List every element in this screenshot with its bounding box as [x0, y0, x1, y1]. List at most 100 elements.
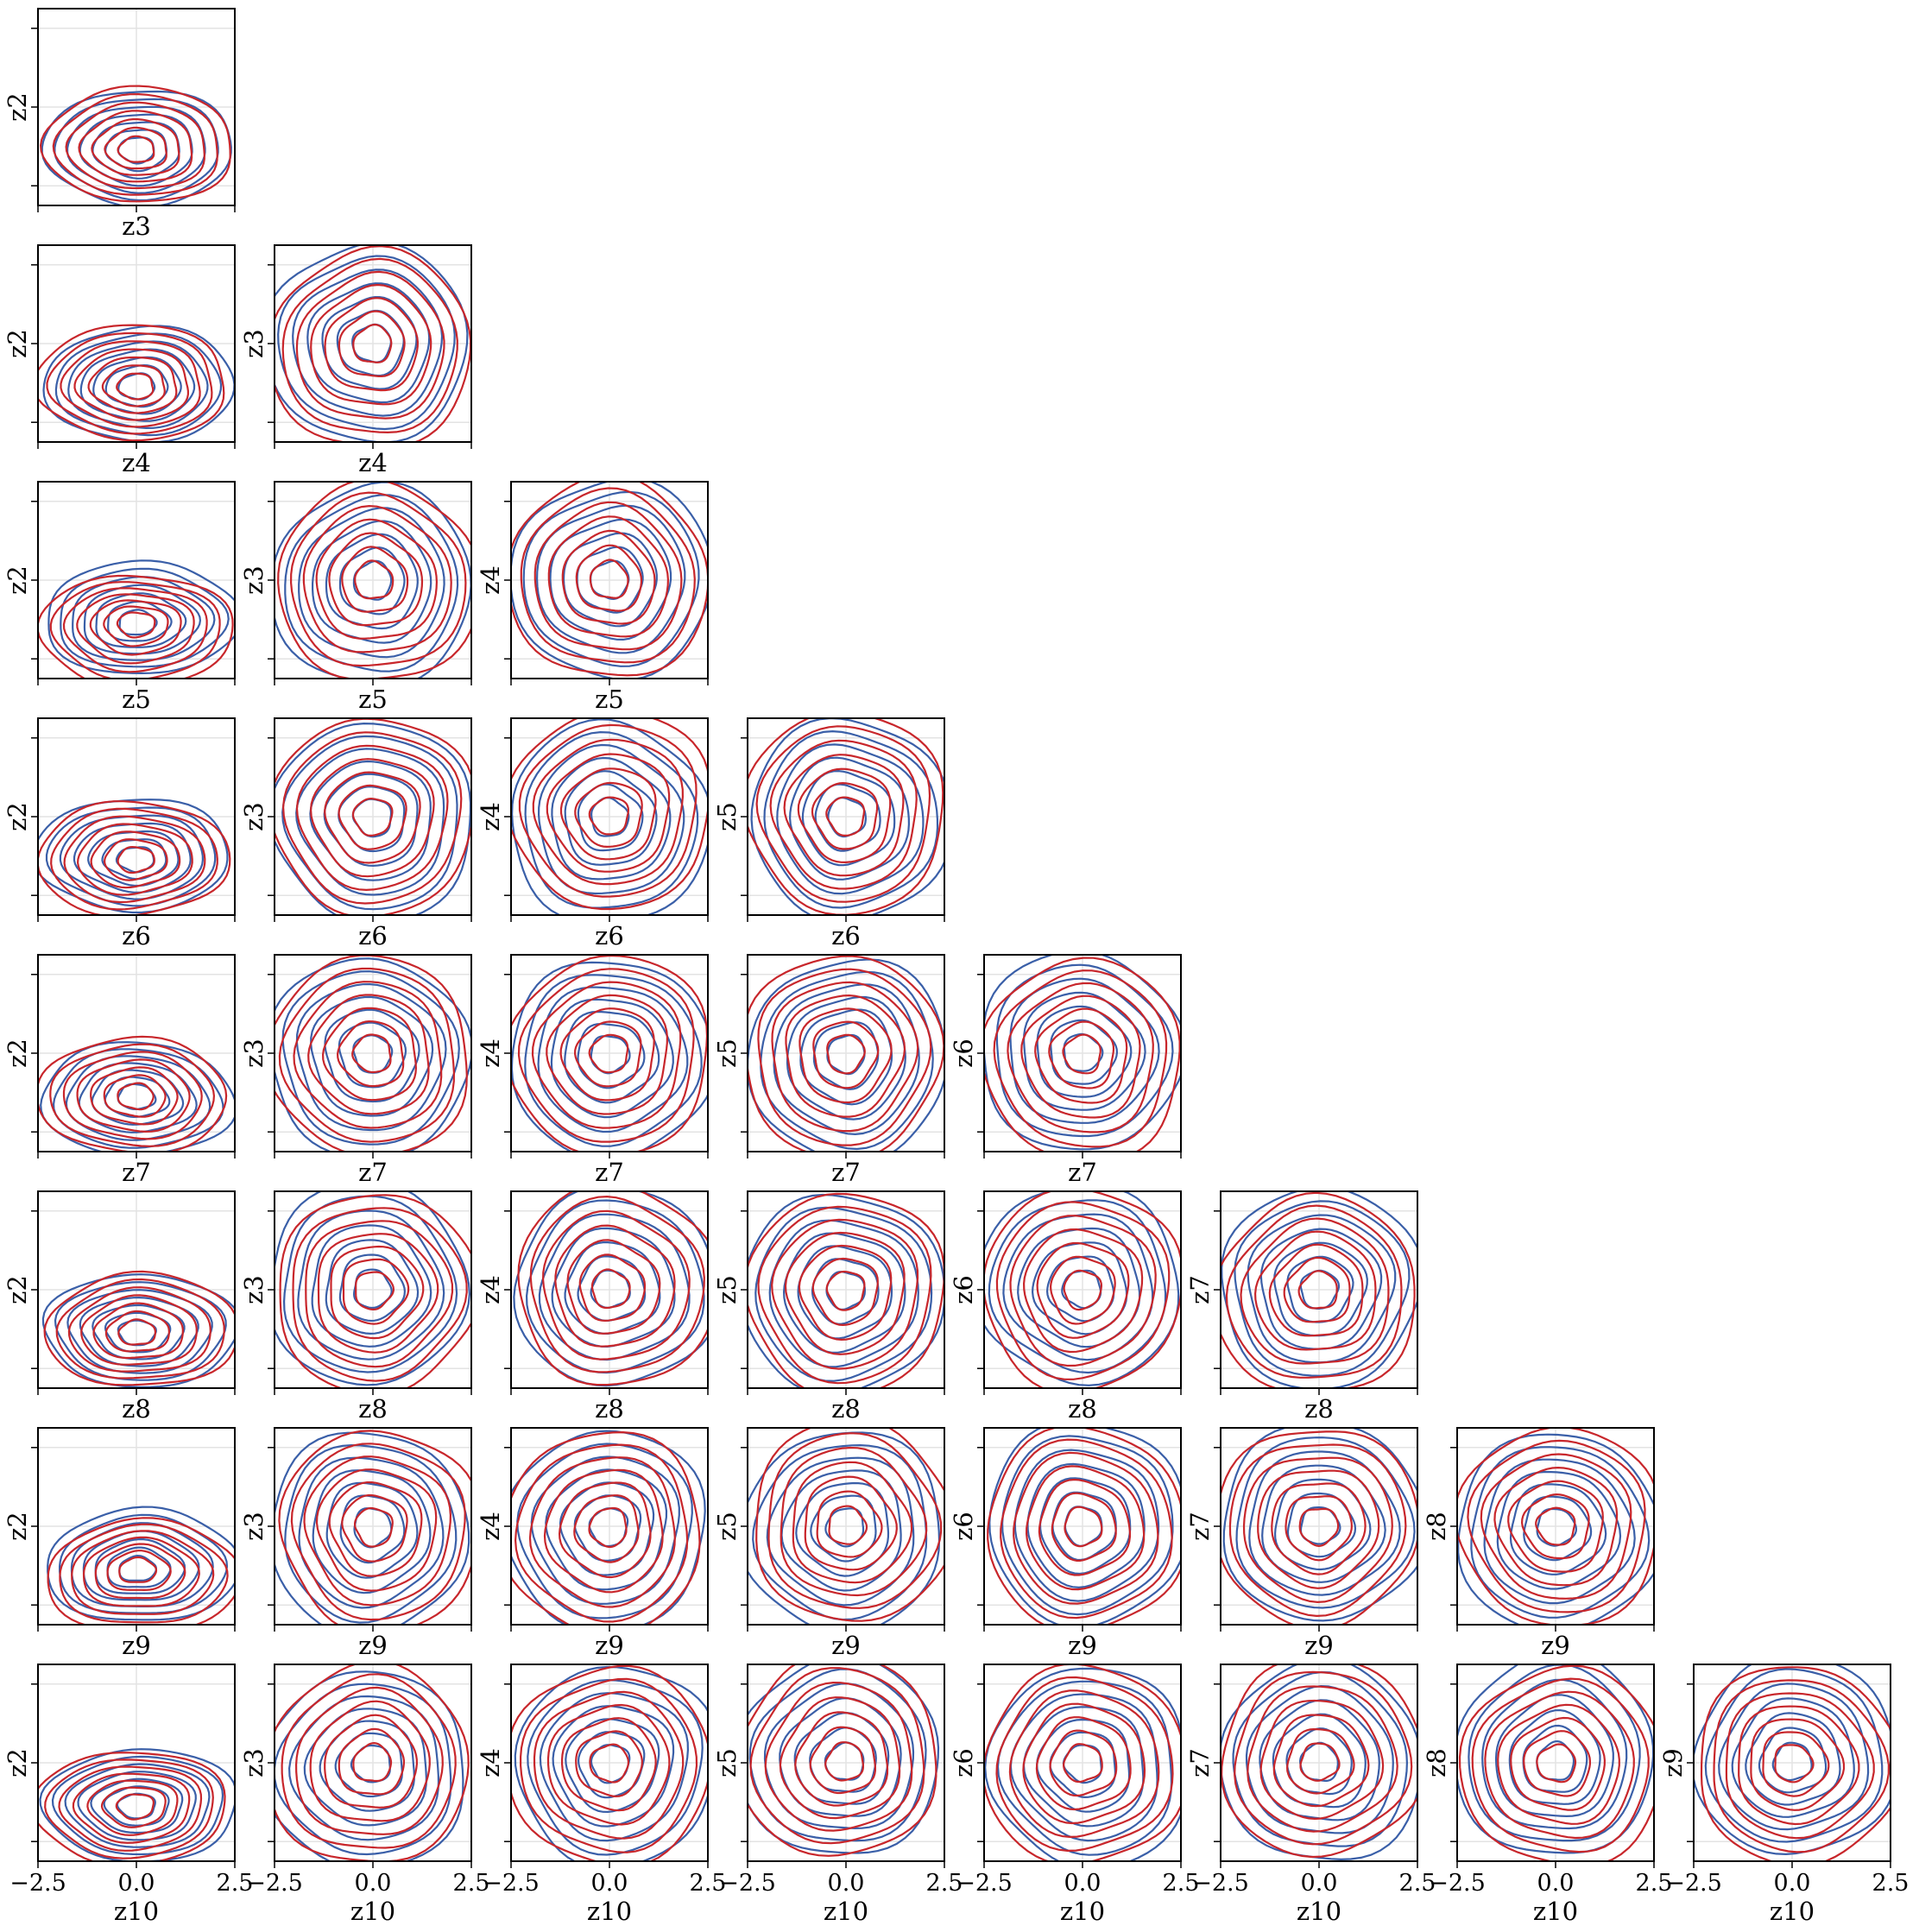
- panel-z8-vs-z9: z8 z9: [1422, 1427, 1655, 1660]
- x-axis-label: z6: [831, 921, 861, 950]
- x-axis-label: z8: [595, 1394, 624, 1424]
- contour-series1-level2: [577, 783, 644, 852]
- contour-series2-level1: [824, 1741, 864, 1782]
- contour-series1-level2: [1050, 1019, 1119, 1085]
- contour-series2-level3: [1035, 1716, 1132, 1811]
- contour-series2-level6: [1228, 1443, 1407, 1618]
- y-axis-label: z2: [3, 802, 32, 831]
- contour-series2-level5: [769, 739, 918, 890]
- contour-series2-level4: [76, 1058, 191, 1133]
- contour-series2-level3: [566, 1239, 661, 1335]
- contour-series2-level1: [352, 323, 393, 363]
- contour-series2-level6: [529, 1195, 705, 1373]
- panel-z5-vs-z6: z5 z6: [712, 717, 945, 950]
- contour-series2-level1: [825, 1270, 866, 1311]
- contour-series2-level7: [1221, 1430, 1417, 1625]
- contour-series1-level7: [275, 1191, 471, 1386]
- panel-z9-vs-z10: z9 z10 −2.5 0.0 2.5: [1658, 1664, 1909, 1926]
- x-tick-label-1: 0.0: [1774, 1870, 1811, 1897]
- contour-series2-level7: [984, 1664, 1181, 1861]
- contour-series2-level6: [757, 1205, 932, 1385]
- y-axis-label: z5: [712, 1275, 742, 1304]
- contour-series2-level7: [279, 1194, 471, 1388]
- y-axis-label: z7: [1185, 1275, 1215, 1304]
- contour-series1-level7: [275, 1670, 464, 1861]
- contour-series1-level1: [590, 796, 630, 837]
- contour-series2-level3: [558, 1481, 652, 1579]
- contour-series1-level1: [1299, 1269, 1340, 1310]
- contour-group: [748, 718, 944, 915]
- contour-series2-level2: [336, 1020, 405, 1088]
- contour-series2-level4: [1257, 1469, 1380, 1589]
- contour-series2-level1: [1535, 1506, 1576, 1546]
- contour-series1-level4: [782, 1232, 906, 1354]
- panel-z5-vs-z8: z5 z8: [712, 1190, 945, 1424]
- contour-series2-level5: [65, 101, 205, 190]
- contour-group: [511, 1664, 708, 1861]
- contour-series2-level6: [289, 491, 467, 667]
- contour-series2-level1: [1062, 1743, 1103, 1784]
- contour-series1-level7: [984, 1667, 1181, 1861]
- contour-series1-level6: [996, 1680, 1173, 1856]
- x-tick-label-2: 2.5: [453, 1870, 490, 1897]
- contour-series2-level7: [984, 957, 1181, 1152]
- contour-group: [38, 324, 235, 442]
- contour-series2-level4: [307, 994, 430, 1115]
- panel-z4-vs-z8: z4 z8: [476, 1190, 709, 1424]
- contour-series2-level6: [55, 1278, 225, 1380]
- contour-series2-level7: [748, 1664, 937, 1857]
- contour-series1-level5: [65, 1055, 211, 1141]
- contour-series2-level2: [338, 1727, 405, 1796]
- contour-series2-level4: [1022, 1228, 1144, 1354]
- contour-group: [275, 1191, 471, 1388]
- panel-z2-vs-z6: z2 z6: [3, 717, 236, 950]
- contour-series1-level6: [54, 332, 223, 437]
- contour-series2-level6: [1234, 1670, 1413, 1846]
- contour-series2-level5: [533, 1690, 685, 1840]
- contour-series2-level3: [1507, 1480, 1604, 1573]
- contour-group: [748, 1192, 944, 1388]
- x-tick-label-0: −2.5: [9, 1870, 66, 1897]
- y-axis-label: z4: [476, 1512, 505, 1541]
- x-axis-label: z10: [1533, 1897, 1578, 1926]
- contour-series1-level7: [38, 799, 229, 914]
- contour-series2-level1: [115, 1793, 155, 1821]
- panel-z3-vs-z7: z3 z7: [239, 954, 472, 1187]
- contour-series2-level7: [748, 718, 944, 915]
- contour-series2-level6: [278, 967, 456, 1143]
- contour-series1-level6: [275, 1683, 452, 1856]
- x-tick-label-1: 0.0: [355, 1870, 392, 1897]
- contour-series1-level4: [1731, 1697, 1855, 1818]
- contour-series2-level2: [1523, 1730, 1591, 1797]
- x-axis-label: z8: [358, 1394, 388, 1424]
- contour-series2-level7: [275, 1664, 470, 1861]
- contour-group: [275, 1430, 471, 1625]
- contour-group: [748, 1428, 944, 1625]
- x-axis-label: z9: [122, 1631, 151, 1660]
- contour-series2-level4: [783, 754, 905, 877]
- contour-series1-level4: [1494, 1694, 1614, 1818]
- x-axis-label: z10: [350, 1897, 395, 1926]
- contour-series1-level2: [1523, 1495, 1593, 1562]
- contour-series2-level3: [1510, 1716, 1607, 1811]
- x-tick-label-1: 0.0: [591, 1870, 628, 1897]
- contour-series2-level4: [1020, 994, 1141, 1119]
- contour-series1-level5: [298, 507, 445, 659]
- contour-series1-level3: [1745, 1712, 1841, 1806]
- contour-series2-level3: [794, 1711, 889, 1807]
- contour-series2-level7: [275, 955, 468, 1152]
- contour-group: [275, 1664, 470, 1861]
- y-axis-label: z5: [712, 1748, 742, 1777]
- contour-series2-level7: [984, 1191, 1181, 1388]
- y-axis-label: z3: [239, 1748, 268, 1777]
- y-axis-label: z8: [1422, 1748, 1451, 1777]
- contour-series2-level3: [1268, 1243, 1364, 1337]
- contour-series2-level6: [755, 725, 931, 903]
- contour-group: [41, 1270, 235, 1388]
- x-axis-label: z9: [1068, 1631, 1097, 1660]
- contour-series1-level6: [525, 1199, 705, 1374]
- x-axis-label: z10: [587, 1897, 632, 1926]
- contour-series2-level2: [816, 1490, 883, 1558]
- y-axis-label: z2: [3, 565, 32, 595]
- x-tick-label-0: −2.5: [483, 1870, 540, 1897]
